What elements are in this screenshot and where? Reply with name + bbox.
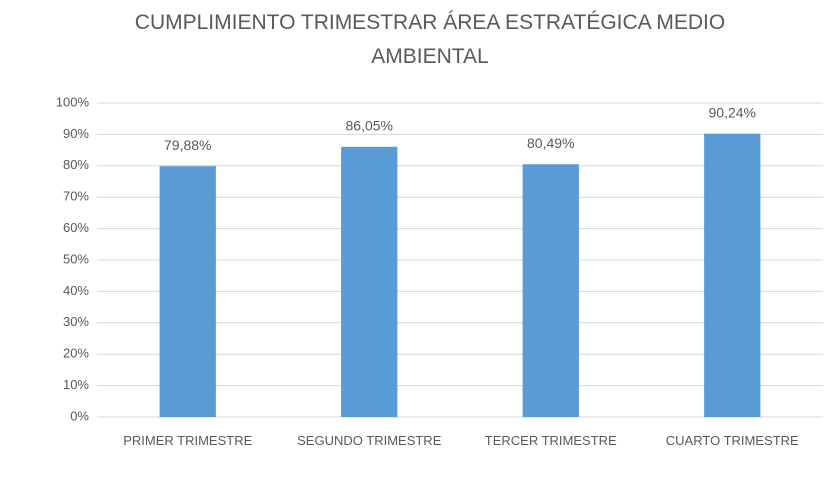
data-label: 90,24% [709, 104, 756, 120]
x-tick-label: SEGUNDO TRIMESTRE [297, 433, 442, 448]
bar [522, 164, 579, 417]
y-tick-label: 10% [63, 377, 89, 392]
y-tick-label: 30% [63, 314, 89, 329]
y-tick-label: 0% [70, 408, 89, 423]
chart-title: CUMPLIMIENTO TRIMESTRAR ÁREA ESTRATÉGICA… [134, 11, 726, 68]
bar [704, 133, 761, 417]
y-tick-label: 40% [63, 283, 89, 298]
bar [159, 166, 216, 417]
y-tick-label: 100% [56, 94, 90, 109]
data-label: 79,88% [164, 137, 211, 153]
x-tick-label: TERCER TRIMESTRE [484, 433, 617, 448]
bar [341, 146, 398, 418]
y-tick-label: 60% [63, 220, 89, 235]
y-tick-label: 80% [63, 157, 89, 172]
x-tick-label: CUARTO TRIMESTRE [665, 433, 799, 448]
data-label: 80,49% [527, 135, 574, 151]
y-tick-label: 70% [63, 189, 89, 204]
y-tick-label: 20% [63, 346, 89, 361]
x-tick-label: PRIMER TRIMESTRE [123, 433, 253, 448]
y-tick-label: 90% [63, 126, 89, 141]
data-label: 86,05% [346, 118, 393, 134]
y-tick-label: 50% [63, 251, 89, 266]
